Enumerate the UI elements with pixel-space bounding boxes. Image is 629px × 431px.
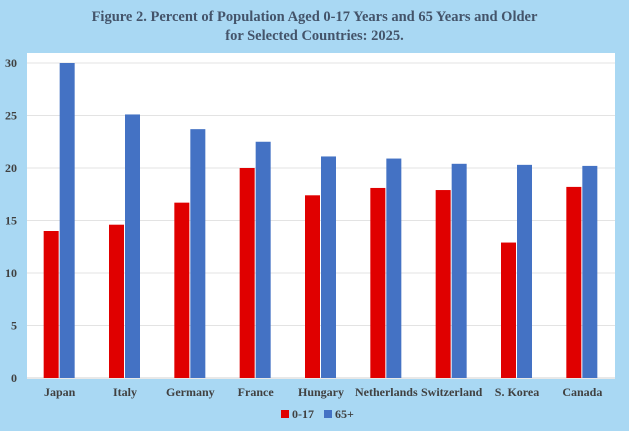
bar-65--canada <box>582 165 598 378</box>
bar-65--france <box>255 141 271 378</box>
x-tick-label: France <box>238 385 275 399</box>
chart-title: Figure 2. Percent of Population Aged 0-1… <box>0 8 629 46</box>
y-tick-label: 20 <box>5 161 17 175</box>
bar-0-17-hungary <box>305 195 320 378</box>
y-tick-label: 30 <box>5 56 17 70</box>
bar-0-17-japan <box>43 231 59 378</box>
y-tick-label: 0 <box>11 371 17 385</box>
bar-65--switzerland <box>451 163 467 378</box>
legend-label: 0-17 <box>292 407 314 421</box>
bar-0-17-netherlands <box>370 187 386 378</box>
bar-0-17-canada <box>566 186 582 378</box>
bar-0-17-italy <box>109 224 124 378</box>
x-tick-label: Canada <box>562 385 602 399</box>
x-tick-label: Netherlands <box>355 385 418 399</box>
legend-swatch-1 <box>324 410 332 418</box>
legend-swatch-0 <box>281 410 289 418</box>
y-tick-label: 10 <box>5 266 17 280</box>
bar-0-17-switzerland <box>435 190 451 378</box>
y-tick-label: 25 <box>5 109 17 123</box>
x-tick-label: S. Korea <box>495 385 539 399</box>
bar-65--netherlands <box>386 158 402 378</box>
bar-0-17-germany <box>174 202 190 378</box>
chart-title-line2: for Selected Countries: 2025. <box>225 28 404 44</box>
bar-65--germany <box>190 129 206 378</box>
bar-65--hungary <box>321 156 336 378</box>
bar-0-17-france <box>239 168 255 378</box>
x-tick-label: Japan <box>44 385 76 399</box>
chart-title-line1: Figure 2. Percent of Population Aged 0-1… <box>91 9 538 25</box>
bar-65--japan <box>59 63 75 378</box>
x-tick-label: Switzerland <box>421 385 483 399</box>
bar-0-17-s-korea <box>501 242 516 378</box>
y-tick-label: 15 <box>5 214 17 228</box>
y-tick-label: 5 <box>11 319 17 333</box>
x-tick-label: Italy <box>113 385 137 399</box>
legend-label: 65+ <box>335 407 354 421</box>
bar-65--s-korea <box>517 164 532 378</box>
x-tick-label: Hungary <box>298 385 344 399</box>
bar-65--italy <box>125 114 140 378</box>
x-tick-label: Germany <box>166 385 215 399</box>
